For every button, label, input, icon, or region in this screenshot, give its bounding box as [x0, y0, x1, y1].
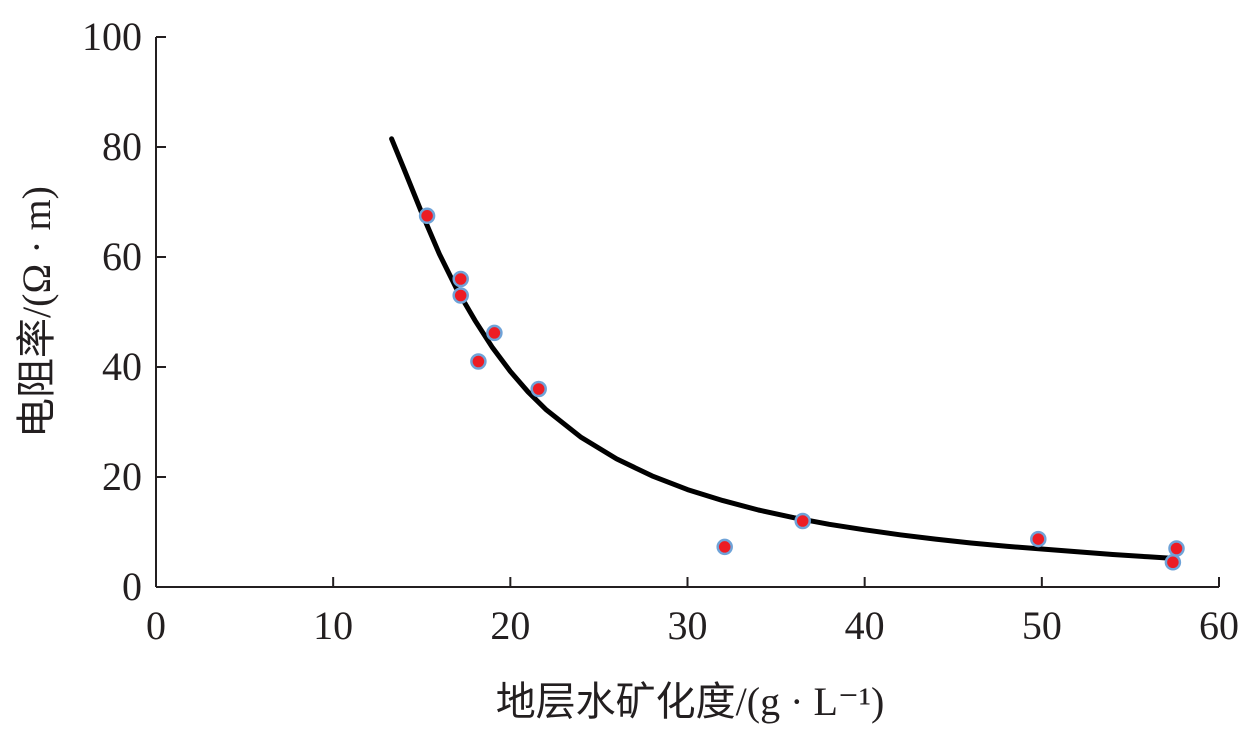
y-ticks: 0 20 40 60 80 100 — [82, 14, 166, 609]
y-tick-label-2: 40 — [102, 344, 142, 389]
y-tick-label-5: 100 — [82, 14, 142, 59]
data-point-4 — [486, 324, 503, 342]
data-point-8 — [1030, 530, 1047, 548]
data-point-0 — [418, 207, 436, 225]
data-point-1 — [452, 270, 469, 288]
fit-curve-group — [389, 136, 1176, 561]
data-point-7 — [794, 512, 811, 530]
data-point-6 — [716, 538, 733, 556]
data-point-3 — [470, 353, 487, 370]
fit-curve — [389, 136, 1176, 561]
y-tick-label-1: 20 — [102, 454, 142, 499]
x-tick-label-1: 10 — [313, 603, 353, 648]
data-point-9 — [1164, 554, 1182, 571]
data-point-2 — [452, 287, 469, 304]
x-tick-label-0: 0 — [146, 603, 166, 648]
y-tick-label-0: 0 — [122, 564, 142, 609]
y-tick-label-3: 60 — [102, 234, 142, 279]
x-tick-label-2: 20 — [490, 603, 530, 648]
x-ticks: 0 10 20 30 40 50 60 — [146, 577, 1239, 648]
data-point-10 — [1168, 540, 1185, 557]
y-tick-label-4: 80 — [102, 124, 142, 169]
data-point-5 — [530, 380, 547, 398]
x-axis-title: 地层水矿化度/(g · L⁻¹) — [496, 679, 885, 724]
x-tick-label-6: 60 — [1199, 603, 1239, 648]
axes — [155, 37, 1219, 588]
x-tick-label-3: 30 — [668, 603, 708, 648]
scatter-points-group — [418, 207, 1185, 571]
x-tick-label-4: 40 — [845, 603, 885, 648]
x-tick-label-5: 50 — [1022, 603, 1062, 648]
y-axis-title: 电阻率/(Ω · m) — [14, 186, 59, 438]
